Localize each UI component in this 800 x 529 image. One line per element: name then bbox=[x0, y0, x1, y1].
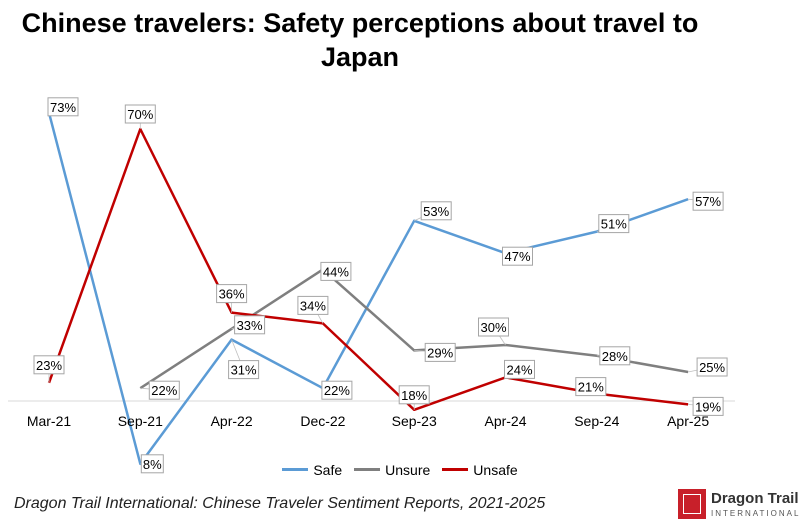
data-label-unsure: 25% bbox=[688, 357, 728, 377]
data-label-text: 73% bbox=[50, 100, 76, 115]
data-label-unsafe: 18% bbox=[398, 385, 430, 410]
data-label-box bbox=[124, 104, 156, 124]
legend-item-safe: Safe bbox=[282, 462, 342, 478]
data-label-box bbox=[420, 201, 452, 221]
series-line-unsafe bbox=[47, 127, 689, 412]
data-label-text: 53% bbox=[423, 204, 449, 219]
logo-subtitle: INTERNATIONAL bbox=[711, 509, 800, 518]
data-label-unsure: 33% bbox=[231, 315, 266, 335]
data-label-unsure: 29% bbox=[414, 342, 456, 362]
legend-label: Safe bbox=[313, 461, 343, 478]
data-label-unsafe: 70% bbox=[124, 104, 156, 129]
data-label-text: 22% bbox=[151, 383, 177, 398]
data-label-unsafe: 36% bbox=[216, 284, 248, 313]
data-label-box bbox=[47, 97, 79, 117]
data-label-safe: 73% bbox=[47, 97, 79, 117]
data-label-text: 36% bbox=[219, 287, 245, 302]
data-label-box bbox=[148, 380, 180, 400]
data-label-safe: 31% bbox=[228, 339, 260, 380]
x-tick-label: Sep-23 bbox=[392, 413, 437, 429]
data-label-box bbox=[692, 191, 724, 211]
data-label-unsure: 22% bbox=[140, 380, 180, 400]
data-label-box bbox=[234, 315, 266, 335]
chart-legend: Safe Unsure Unsafe bbox=[0, 458, 800, 478]
data-label-box bbox=[216, 284, 248, 304]
legend-swatch bbox=[354, 468, 381, 471]
data-label-text: 25% bbox=[699, 360, 725, 375]
data-label-text: 51% bbox=[601, 217, 627, 232]
data-label-box bbox=[321, 380, 353, 400]
data-label-unsure: 30% bbox=[478, 317, 509, 346]
data-label-box bbox=[320, 261, 352, 281]
data-label-text: 47% bbox=[504, 249, 530, 264]
data-label-box bbox=[424, 342, 456, 362]
series-line-safe bbox=[47, 112, 689, 466]
data-label-text: 57% bbox=[695, 194, 721, 209]
data-label-box bbox=[502, 246, 533, 266]
data-label-box bbox=[228, 360, 260, 380]
data-label-unsafe: 23% bbox=[33, 355, 65, 383]
data-label-safe: 47% bbox=[502, 246, 533, 266]
data-label-text: 22% bbox=[324, 383, 350, 398]
data-label-text: 33% bbox=[237, 318, 263, 333]
data-label-text: 24% bbox=[506, 362, 532, 377]
logo-name: Dragon Trail bbox=[711, 490, 799, 507]
chart-title: Chinese travelers: Safety perceptions ab… bbox=[21, 8, 699, 72]
data-label-unsure: 44% bbox=[320, 261, 352, 281]
data-label-box bbox=[598, 214, 630, 234]
data-label-box bbox=[33, 355, 65, 375]
data-label-box bbox=[696, 357, 728, 377]
data-label-safe: 22% bbox=[321, 380, 353, 400]
x-tick-label: Sep-24 bbox=[574, 413, 619, 429]
data-label-unsafe: 34% bbox=[297, 295, 329, 324]
data-label-box bbox=[692, 396, 724, 416]
data-label-text: 29% bbox=[427, 345, 453, 360]
data-label-text: 23% bbox=[36, 358, 62, 373]
x-tick-label: Apr-25 bbox=[667, 413, 709, 429]
data-label-safe: 57% bbox=[688, 191, 724, 211]
data-label-text: 31% bbox=[231, 363, 257, 378]
logo-seal-icon bbox=[678, 489, 706, 519]
data-label-text: 21% bbox=[578, 380, 604, 395]
legend-item-unsafe: Unsafe bbox=[442, 461, 518, 478]
data-label-safe: 53% bbox=[414, 201, 452, 222]
data-label-unsafe: 24% bbox=[504, 359, 535, 379]
data-label-text: 18% bbox=[401, 388, 427, 403]
x-tick-label: Dec-22 bbox=[300, 413, 345, 429]
brand-logo: Dragon Trail INTERNATIONAL bbox=[678, 489, 799, 523]
data-label-text: 8% bbox=[143, 457, 162, 472]
legend-label: Unsafe bbox=[473, 461, 518, 478]
legend-label: Unsure bbox=[385, 461, 431, 478]
data-label-text: 34% bbox=[300, 298, 326, 313]
data-label-safe: 8% bbox=[140, 454, 164, 474]
data-label-box bbox=[398, 385, 430, 405]
data-label-text: 70% bbox=[127, 107, 153, 122]
data-label-text: 19% bbox=[695, 399, 721, 414]
x-tick-label: Apr-24 bbox=[484, 413, 526, 429]
data-label-box bbox=[478, 317, 509, 337]
data-label-box bbox=[297, 295, 329, 315]
x-tick-label: Sep-21 bbox=[118, 413, 163, 429]
data-label-box bbox=[140, 454, 164, 474]
data-label-box bbox=[599, 346, 631, 366]
data-label-unsafe: 19% bbox=[688, 396, 724, 416]
x-tick-label: Mar-21 bbox=[27, 413, 72, 429]
legend-swatch bbox=[442, 468, 469, 471]
data-label-text: 28% bbox=[602, 349, 628, 364]
data-label-safe: 51% bbox=[596, 214, 630, 234]
source-note: Dragon Trail International: Chinese Trav… bbox=[14, 495, 546, 512]
data-label-unsure: 28% bbox=[596, 346, 631, 366]
data-label-box bbox=[504, 359, 535, 379]
data-label-box bbox=[575, 377, 607, 397]
x-tick-label: Apr-22 bbox=[211, 413, 253, 429]
legend-swatch bbox=[282, 468, 309, 471]
data-label-unsafe: 21% bbox=[575, 377, 607, 397]
data-label-text: 30% bbox=[480, 320, 506, 335]
legend-item-unsure: Unsure bbox=[354, 462, 430, 478]
data-label-text: 44% bbox=[323, 264, 349, 279]
